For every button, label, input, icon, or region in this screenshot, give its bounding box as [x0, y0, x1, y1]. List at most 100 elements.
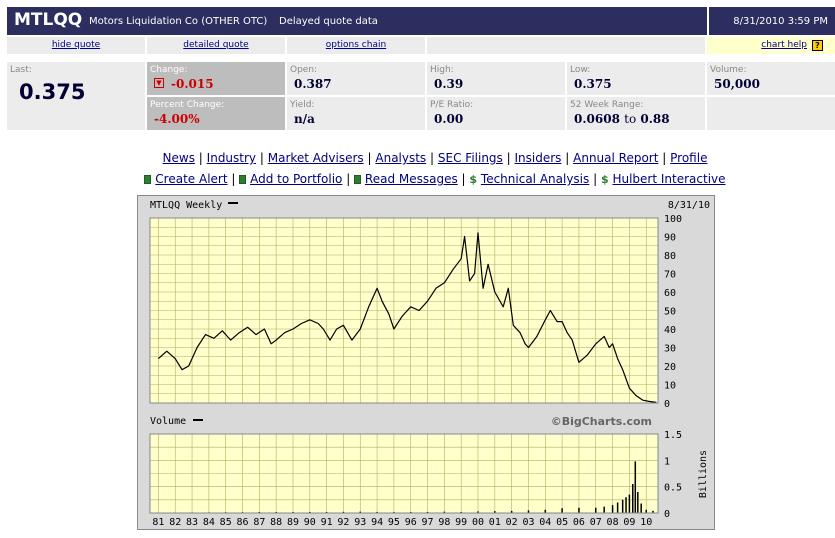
price-tick-label: 90: [664, 233, 676, 244]
annual-report-link[interactable]: Annual Report: [573, 151, 659, 165]
add-to-portfolio-link[interactable]: Add to Portfolio: [250, 172, 343, 186]
delay-note: Delayed quote data: [279, 16, 378, 27]
high-label: High:: [430, 65, 454, 75]
insiders-link[interactable]: Insiders: [514, 151, 562, 165]
document-icon: [144, 175, 152, 184]
volume-legend-swatch: [193, 419, 203, 421]
hide-quote-link[interactable]: hide quote: [51, 40, 101, 50]
dollar-icon: $: [600, 173, 609, 186]
price-tick-label: 70: [664, 270, 676, 281]
nav-row-1: News | Industry | Market Advisers | Anal…: [0, 151, 835, 166]
link-cell-empty: [427, 37, 705, 54]
header-right: 8/31/2010 3:59 PM: [707, 7, 835, 35]
volume-tick-label: 1: [664, 456, 670, 467]
price-tick-label: 30: [664, 344, 676, 355]
analysts-link[interactable]: Analysts: [375, 151, 427, 165]
range-value: 0.0608 to 0.88: [574, 112, 670, 126]
range-cell: 52 Week Range: 0.0608 to 0.88: [567, 97, 705, 130]
x-tick-label: 08: [607, 517, 619, 528]
profile-link[interactable]: Profile: [670, 151, 708, 165]
nav-separator: |: [430, 151, 435, 165]
down-arrow-icon: ▼: [154, 78, 164, 88]
last-label: Last:: [10, 65, 32, 75]
nav-separator: |: [198, 151, 203, 165]
dollar-icon: $: [469, 173, 478, 186]
options-chain-link[interactable]: options chain: [325, 40, 387, 50]
x-tick-label: 92: [337, 517, 349, 528]
x-tick-labels: 81 82 83 84 85 86 87 88 89 90 91 92 93 94 95 96 97 98 99 00…: [152, 517, 652, 528]
x-tick-label: 83: [186, 517, 198, 528]
nav-separator: |: [506, 151, 511, 165]
link-cell: options chain: [287, 37, 425, 54]
stock-chart: MTLQQ Weekly 8/31/10 Volume ©BigCharts.c…: [137, 195, 715, 530]
chart-title: MTLQQ Weekly: [150, 200, 222, 211]
quote-panel: Last: 0.375 Change: ▼ -0.015 Percent Cha…: [7, 62, 835, 130]
x-tick-label: 03: [522, 517, 534, 528]
x-tick-label: 88: [270, 517, 282, 528]
pe-cell: P/E Ratio: 0.00: [427, 97, 565, 130]
detailed-quote-link[interactable]: detailed quote: [183, 40, 249, 50]
x-tick-label: 81: [152, 517, 164, 528]
price-tick-label: 10: [664, 381, 676, 392]
price-tick-label: 60: [664, 288, 676, 299]
yield-label: Yield:: [290, 100, 315, 110]
price-tick-labels: 0 10 20 30 40 50 60 70 80 90 100: [664, 214, 682, 410]
market-advisers-link[interactable]: Market Advisers: [267, 151, 364, 165]
low-label: Low:: [570, 65, 591, 75]
x-tick-label: 01: [489, 517, 501, 528]
nav-separator: |: [367, 151, 372, 165]
pe-value: 0.00: [434, 112, 464, 126]
industry-link[interactable]: Industry: [206, 151, 257, 165]
sec-filings-link[interactable]: SEC Filings: [437, 151, 503, 165]
create-alert-link[interactable]: Create Alert: [155, 172, 228, 186]
range-to: to: [624, 112, 637, 126]
chart-help-link[interactable]: chart help: [761, 40, 807, 50]
x-tick-label: 84: [203, 517, 215, 528]
x-tick-label: 93: [354, 517, 366, 528]
chart-help-cell: chart help ?: [707, 37, 835, 54]
help-icon[interactable]: ?: [812, 40, 823, 51]
x-tick-label: 91: [321, 517, 333, 528]
watermark: ©BigCharts.com: [551, 415, 652, 428]
yield-value: n/a: [294, 112, 315, 126]
last-price: 0.375: [19, 80, 86, 104]
price-grid: [150, 217, 658, 404]
x-tick-label: 97: [422, 517, 434, 528]
yield-cell: Yield: n/a: [287, 97, 425, 130]
header-left: MTLQQ Motors Liquidation Co (OTHER OTC) …: [7, 7, 705, 35]
open-label: Open:: [290, 65, 318, 75]
price-tick-label: 40: [664, 325, 676, 336]
link-cell: hide quote: [7, 37, 145, 54]
x-tick-label: 85: [220, 517, 232, 528]
pct-change-label: Percent Change:: [150, 100, 225, 110]
x-tick-label: 99: [455, 517, 467, 528]
volume-tick-label: 0.5: [664, 483, 682, 494]
price-tick-label: 100: [664, 214, 682, 225]
high-cell: High: 0.39: [427, 62, 565, 95]
news-link[interactable]: News: [162, 151, 195, 165]
x-tick-label: 98: [438, 517, 450, 528]
x-tick-label: 04: [539, 517, 551, 528]
open-value: 0.387: [294, 77, 332, 91]
document-icon: [354, 175, 362, 184]
volume-tick-labels: 0 0.5 1 1.5: [664, 430, 682, 520]
change-value: -0.015: [171, 77, 214, 91]
range-low: 0.0608: [574, 112, 620, 126]
change-cell: Change: ▼ -0.015: [147, 62, 285, 95]
range-high: 0.88: [640, 112, 670, 126]
x-tick-label: 89: [287, 517, 299, 528]
hulbert-interactive-link[interactable]: Hulbert Interactive: [612, 172, 726, 186]
low-cell: Low: 0.375: [567, 62, 705, 95]
document-icon: [239, 175, 247, 184]
price-line: [158, 232, 657, 403]
x-tick-label: 07: [590, 517, 602, 528]
volume-tick-label: 0: [664, 509, 670, 520]
x-tick-label: 09: [623, 517, 635, 528]
read-messages-link[interactable]: Read Messages: [364, 172, 458, 186]
volume-value: 50,000: [714, 77, 760, 91]
x-tick-label: 05: [556, 517, 568, 528]
price-tick-label: 50: [664, 307, 676, 318]
technical-analysis-link[interactable]: Technical Analysis: [480, 172, 590, 186]
nav-separator: |: [662, 151, 667, 165]
x-tick-label: 06: [573, 517, 585, 528]
